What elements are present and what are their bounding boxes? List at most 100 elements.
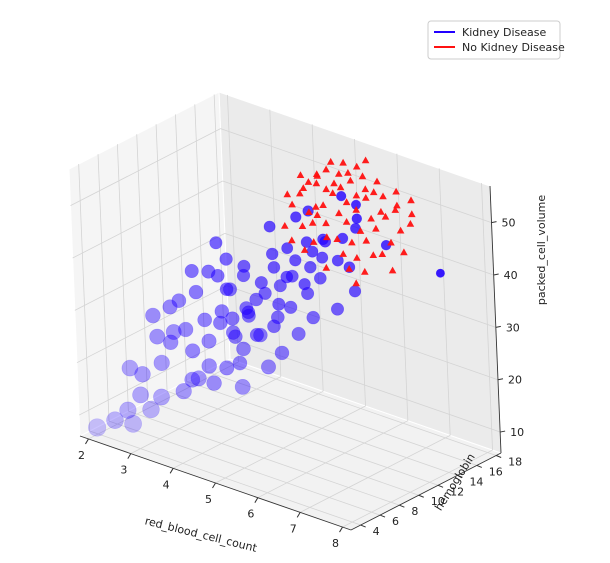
data-point-circle xyxy=(273,279,287,293)
y-grid-floor xyxy=(128,410,400,506)
data-point-circle xyxy=(219,360,235,376)
data-point-triangle xyxy=(358,172,367,180)
x-tick-label: 7 xyxy=(290,522,297,535)
data-point-triangle xyxy=(361,156,370,164)
data-point-triangle xyxy=(322,165,330,173)
data-point-circle xyxy=(351,213,362,224)
data-point-triangle xyxy=(377,207,385,215)
z-grid-side xyxy=(70,128,221,207)
z-tick-label: 40 xyxy=(504,269,518,282)
data-point-triangle xyxy=(361,267,369,275)
data-point-triangle xyxy=(352,279,360,287)
data-point-triangle xyxy=(342,198,351,206)
y-tick-mark xyxy=(457,474,463,478)
z-tick-mark xyxy=(495,325,501,328)
y-grid-floor xyxy=(205,371,477,466)
data-point-triangle xyxy=(336,183,345,191)
data-points xyxy=(87,156,445,437)
data-point-circle xyxy=(124,414,143,433)
data-point-triangle xyxy=(330,179,338,187)
x-tick-mark xyxy=(339,526,343,533)
z-tick-mark xyxy=(497,378,504,381)
data-point-triangle xyxy=(369,251,378,258)
y-grid-floor xyxy=(89,430,361,526)
data-point-triangle xyxy=(313,171,322,179)
x-grid-floor xyxy=(172,390,324,469)
data-point-circle xyxy=(289,254,302,267)
data-point-circle xyxy=(253,327,268,343)
x-tick-mark xyxy=(85,438,89,445)
data-point-circle xyxy=(348,285,362,298)
data-point-triangle xyxy=(296,171,305,178)
data-point-circle xyxy=(145,307,161,324)
data-point-triangle xyxy=(339,250,347,257)
y-tick-label: 14 xyxy=(469,475,483,488)
x-tick-mark xyxy=(169,468,174,474)
data-point-triangle xyxy=(406,220,415,227)
x-grid-back xyxy=(354,138,366,407)
data-point-triangle xyxy=(356,227,365,234)
data-point-triangle xyxy=(369,188,378,196)
data-point-circle xyxy=(153,354,170,372)
data-point-triangle xyxy=(381,212,390,220)
data-point-circle xyxy=(234,378,251,395)
data-point-triangle xyxy=(323,233,331,241)
y-grid-floor xyxy=(108,420,381,516)
y-grid-side xyxy=(194,104,207,372)
z-axis-label: packed_cell_volume xyxy=(535,195,548,305)
x-axis-label: red_blood_cell_count xyxy=(143,514,258,555)
data-point-circle xyxy=(301,286,315,300)
data-point-circle xyxy=(281,242,294,255)
data-point-circle xyxy=(185,343,201,359)
data-point-triangle xyxy=(353,254,361,261)
data-point-circle xyxy=(134,366,151,383)
data-point-triangle xyxy=(283,190,292,198)
data-point-triangle xyxy=(288,200,296,208)
data-point-circle xyxy=(178,321,194,338)
data-point-triangle xyxy=(304,178,313,185)
z-tick-label: 20 xyxy=(508,374,522,387)
y-tick-label: 4 xyxy=(373,525,380,538)
data-point-circle xyxy=(249,292,264,307)
data-point-triangle xyxy=(345,265,353,272)
z-grid-side xyxy=(76,285,228,364)
y-grid-floor xyxy=(147,400,419,496)
data-point-circle xyxy=(190,370,207,387)
y-grid-side xyxy=(78,164,91,432)
y-grid-floor xyxy=(186,380,458,476)
y-tick-mark xyxy=(418,494,424,498)
data-point-circle xyxy=(184,263,199,278)
data-point-circle xyxy=(267,319,281,334)
data-point-circle xyxy=(165,324,182,340)
data-point-circle xyxy=(336,191,347,202)
data-point-circle xyxy=(267,261,281,274)
data-point-circle xyxy=(163,334,179,350)
legend-frame xyxy=(427,20,561,60)
z-tick-mark xyxy=(491,221,497,224)
data-point-triangle xyxy=(352,162,361,170)
z-tick-label: 10 xyxy=(510,426,524,439)
data-point-triangle xyxy=(379,192,387,200)
x-tick-mark xyxy=(296,512,301,518)
data-point-triangle xyxy=(344,169,352,176)
x-tick-label: 4 xyxy=(163,478,170,491)
y-tick-mark xyxy=(399,504,405,508)
data-point-circle xyxy=(241,308,256,323)
z-tick-mark xyxy=(500,430,506,433)
x-grid-floor xyxy=(257,420,409,499)
y-tick-mark xyxy=(476,464,482,468)
data-point-triangle xyxy=(407,196,415,204)
legend: Kidney Disease No Kidney Disease xyxy=(427,20,565,60)
x-tick-label: 5 xyxy=(205,493,212,506)
data-point-triangle xyxy=(296,189,304,197)
x-grid-floor xyxy=(88,361,239,440)
data-point-triangle xyxy=(326,157,335,165)
data-point-circle xyxy=(188,284,204,300)
data-point-circle xyxy=(236,268,251,283)
y-grid-floor xyxy=(166,390,439,486)
x-grid-back xyxy=(269,109,282,377)
y-tick-mark xyxy=(437,484,444,488)
x-grid-floor xyxy=(130,376,281,454)
data-point-circle xyxy=(290,211,302,223)
